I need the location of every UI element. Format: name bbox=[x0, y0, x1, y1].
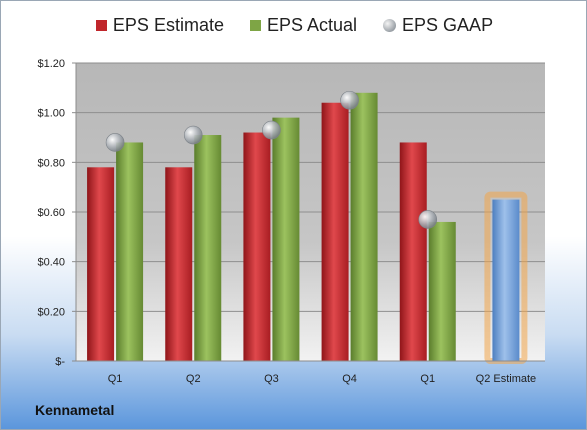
marker-eps-gaap bbox=[183, 125, 203, 145]
marker-eps-gaap bbox=[105, 133, 125, 152]
bar-eps-actual bbox=[116, 142, 144, 361]
legend-item-gaap: EPS GAAP bbox=[383, 15, 493, 36]
legend-label-actual: EPS Actual bbox=[266, 15, 358, 35]
legend-item-actual: EPS Actual bbox=[249, 15, 358, 36]
legend-item-estimate: EPS Estimate bbox=[95, 15, 224, 36]
x-tick-label: Q1 bbox=[108, 373, 123, 385]
bar-eps-estimate bbox=[243, 132, 271, 361]
y-tick-label: $1.20 bbox=[37, 58, 65, 70]
y-tick-label: $1.00 bbox=[37, 108, 65, 120]
gaap-markers-layer bbox=[105, 90, 438, 229]
marker-eps-gaap bbox=[340, 90, 359, 110]
legend-label-gaap: EPS GAAP bbox=[402, 15, 494, 35]
bar-eps-estimate bbox=[321, 102, 349, 361]
x-tick-label: Q3 bbox=[264, 373, 279, 385]
legend-swatch-estimate bbox=[95, 20, 107, 31]
chart-legend: EPS Estimate EPS Actual EPS GAAP bbox=[1, 15, 586, 36]
bar-eps-actual bbox=[272, 117, 300, 361]
x-tick-label: Q4 bbox=[342, 373, 357, 385]
bar-eps-actual bbox=[350, 92, 378, 362]
bar-eps-estimate bbox=[165, 167, 193, 361]
x-tick-label: Q1 bbox=[420, 373, 435, 385]
bars-layer bbox=[87, 92, 528, 364]
bar-eps-estimate bbox=[87, 167, 115, 361]
bar-eps-forecast bbox=[492, 199, 520, 361]
y-tick-label: $- bbox=[55, 356, 65, 368]
y-tick-label: $0.60 bbox=[37, 207, 65, 219]
y-tick-label: $0.20 bbox=[37, 306, 65, 318]
y-tick-label: $0.40 bbox=[37, 257, 65, 269]
marker-eps-gaap bbox=[418, 210, 438, 229]
bar-eps-actual bbox=[194, 135, 222, 361]
bar-eps-estimate bbox=[399, 142, 427, 361]
company-name: Kennametal bbox=[35, 402, 115, 418]
y-axis: $- $0.20 $0.40 $0.60 $0.80 $1.00 $1.20 bbox=[37, 58, 77, 368]
bar-eps-actual bbox=[428, 221, 456, 361]
x-tick-label: Q2 Estimate bbox=[476, 373, 537, 385]
legend-swatch-actual bbox=[249, 20, 261, 31]
x-tick-label: Q2 bbox=[186, 373, 201, 385]
marker-eps-gaap bbox=[262, 120, 281, 140]
legend-label-estimate: EPS Estimate bbox=[112, 15, 224, 35]
y-tick-label: $0.80 bbox=[37, 157, 65, 169]
legend-swatch-gaap bbox=[383, 19, 397, 32]
x-axis: Q1 Q2 Q3 Q4 Q1 Q2 Estimate bbox=[76, 360, 545, 385]
